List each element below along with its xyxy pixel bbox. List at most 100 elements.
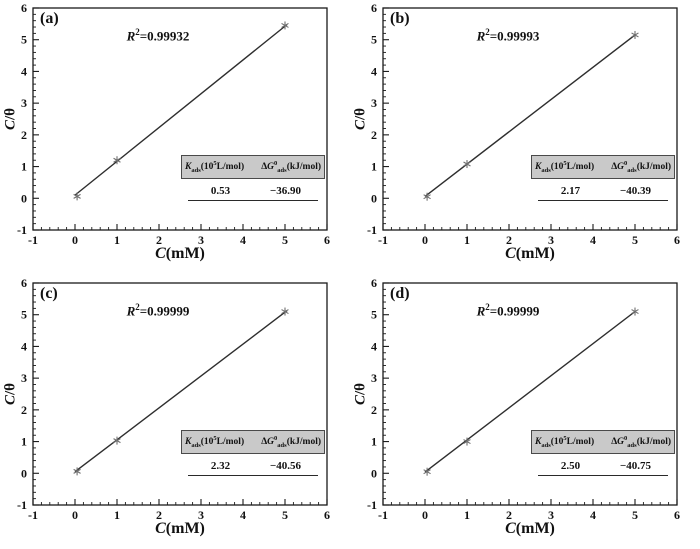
dg-header: ΔG0ads(kJ/mol) bbox=[611, 160, 671, 175]
r-exponent: 2 bbox=[485, 27, 490, 37]
dg-header: ΔG0ads(kJ/mol) bbox=[261, 435, 321, 450]
y-axis-label: C/θ bbox=[2, 107, 19, 131]
chart-canvas-b: -1 0 1 2 3 4 5 6 -1 0 1 2 3 4 5 6 bbox=[367, 1, 680, 247]
r2-annotation: R2=0.99999 bbox=[477, 302, 540, 319]
kads-value: 0.53 bbox=[210, 185, 231, 198]
dg-header: ΔG0ads(kJ/mol) bbox=[611, 435, 671, 450]
svg-text:3: 3 bbox=[371, 371, 377, 385]
inset-table: Kads(105L/mol) ΔG0ads(kJ/mol) 2.32 −40.5… bbox=[181, 430, 325, 477]
panel-a: -1 0 1 2 3 4 5 6 -1 0 1 2 3 4 5 6 (a) R2=0.99932 Kads(1… bbox=[0, 0, 350, 274]
kads-header: Kads(105L/mol) bbox=[185, 160, 245, 175]
r2-value: 0.99999 bbox=[147, 303, 190, 319]
r-exponent: 2 bbox=[135, 302, 140, 312]
inset-table-header: Kads(105L/mol) ΔG0ads(kJ/mol) bbox=[181, 155, 325, 180]
equals-sign: = bbox=[139, 28, 148, 44]
svg-text:6: 6 bbox=[674, 233, 680, 247]
svg-text:6: 6 bbox=[371, 1, 377, 15]
svg-text:-1: -1 bbox=[367, 223, 377, 237]
svg-text:2: 2 bbox=[506, 233, 512, 247]
svg-text:-1: -1 bbox=[17, 498, 27, 512]
svg-text:0: 0 bbox=[422, 233, 428, 247]
svg-text:1: 1 bbox=[114, 233, 120, 247]
equals-sign: = bbox=[139, 303, 148, 319]
svg-text:3: 3 bbox=[371, 96, 377, 110]
svg-text:0: 0 bbox=[371, 191, 377, 205]
svg-text:5: 5 bbox=[21, 33, 27, 47]
svg-text:3: 3 bbox=[21, 96, 27, 110]
inset-table: Kads(105L/mol) ΔG0ads(kJ/mol) 2.50 −40.7… bbox=[531, 430, 675, 477]
kads-value: 2.50 bbox=[560, 460, 581, 473]
inset-table-values: 0.53 −36.90 bbox=[188, 185, 318, 202]
svg-text:1: 1 bbox=[371, 160, 377, 174]
svg-text:4: 4 bbox=[371, 339, 377, 353]
r-exponent: 2 bbox=[485, 302, 490, 312]
svg-text:5: 5 bbox=[21, 308, 27, 322]
svg-text:4: 4 bbox=[590, 233, 596, 247]
svg-text:-1: -1 bbox=[367, 498, 377, 512]
y-axis-label: C/θ bbox=[352, 382, 369, 406]
svg-text:1: 1 bbox=[464, 508, 470, 522]
chart-canvas-c: -1 0 1 2 3 4 5 6 -1 0 1 2 3 4 5 6 bbox=[17, 276, 330, 522]
svg-text:6: 6 bbox=[21, 276, 27, 290]
svg-text:2: 2 bbox=[21, 403, 27, 417]
svg-text:4: 4 bbox=[240, 508, 246, 522]
svg-text:2: 2 bbox=[371, 128, 377, 142]
svg-text:4: 4 bbox=[590, 508, 596, 522]
svg-text:2: 2 bbox=[156, 508, 162, 522]
svg-text:6: 6 bbox=[674, 508, 680, 522]
kads-header: Kads(105L/mol) bbox=[535, 160, 595, 175]
kads-header: Kads(105L/mol) bbox=[185, 435, 245, 450]
chart-canvas-a: -1 0 1 2 3 4 5 6 -1 0 1 2 3 4 5 6 bbox=[17, 1, 330, 247]
r-symbol: R bbox=[476, 28, 486, 44]
inset-table: Kads(105L/mol) ΔG0ads(kJ/mol) 0.53 −36.9… bbox=[181, 155, 325, 202]
svg-text:6: 6 bbox=[324, 233, 330, 247]
r2-value: 0.99993 bbox=[497, 28, 540, 44]
svg-text:1: 1 bbox=[371, 435, 377, 449]
x-axis-label: C(mM) bbox=[505, 520, 555, 537]
svg-text:4: 4 bbox=[371, 64, 377, 78]
svg-text:0: 0 bbox=[21, 191, 27, 205]
dg-value: −36.90 bbox=[269, 185, 302, 198]
svg-text:5: 5 bbox=[632, 508, 638, 522]
dg-header: ΔG0ads(kJ/mol) bbox=[261, 160, 321, 175]
svg-text:0: 0 bbox=[371, 466, 377, 480]
inset-table-values: 2.50 −40.75 bbox=[538, 460, 668, 477]
svg-text:1: 1 bbox=[21, 160, 27, 174]
svg-text:-1: -1 bbox=[17, 223, 27, 237]
svg-text:3: 3 bbox=[198, 508, 204, 522]
r2-value: 0.99932 bbox=[147, 28, 190, 44]
r2-annotation: R2=0.99932 bbox=[127, 27, 190, 44]
svg-text:-1: -1 bbox=[28, 508, 38, 522]
svg-text:0: 0 bbox=[72, 233, 78, 247]
svg-text:3: 3 bbox=[21, 371, 27, 385]
panel-label: (a) bbox=[40, 10, 59, 27]
r2-annotation: R2=0.99999 bbox=[127, 302, 190, 319]
dg-value: −40.75 bbox=[619, 460, 652, 473]
kads-header: Kads(105L/mol) bbox=[535, 435, 595, 450]
svg-text:5: 5 bbox=[282, 508, 288, 522]
svg-text:4: 4 bbox=[21, 64, 27, 78]
dg-value: −40.56 bbox=[269, 460, 302, 473]
svg-text:5: 5 bbox=[371, 33, 377, 47]
inset-table-header: Kads(105L/mol) ΔG0ads(kJ/mol) bbox=[531, 155, 675, 180]
r2-annotation: R2=0.99993 bbox=[477, 27, 540, 44]
panel-c: -1 0 1 2 3 4 5 6 -1 0 1 2 3 4 5 6 (c) R2=0.99999 Kads(1… bbox=[0, 275, 350, 549]
svg-text:3: 3 bbox=[548, 508, 554, 522]
r-symbol: R bbox=[126, 303, 136, 319]
x-axis-label: C(mM) bbox=[505, 245, 555, 262]
svg-text:-1: -1 bbox=[378, 508, 388, 522]
svg-text:1: 1 bbox=[464, 233, 470, 247]
svg-text:2: 2 bbox=[21, 128, 27, 142]
svg-text:2: 2 bbox=[506, 508, 512, 522]
dg-value: −40.39 bbox=[619, 185, 652, 198]
equals-sign: = bbox=[489, 28, 498, 44]
svg-text:1: 1 bbox=[114, 508, 120, 522]
svg-text:0: 0 bbox=[422, 508, 428, 522]
svg-text:6: 6 bbox=[371, 276, 377, 290]
panel-b: -1 0 1 2 3 4 5 6 -1 0 1 2 3 4 5 6 (b) R2=0.99993 Kads(1… bbox=[350, 0, 700, 274]
r-symbol: R bbox=[126, 28, 136, 44]
svg-text:5: 5 bbox=[282, 233, 288, 247]
inset-table-values: 2.17 −40.39 bbox=[538, 185, 668, 202]
r2-value: 0.99999 bbox=[497, 303, 540, 319]
